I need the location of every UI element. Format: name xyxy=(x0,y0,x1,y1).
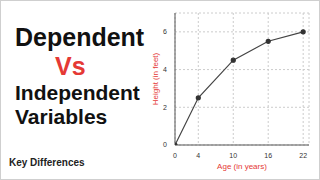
html-text:Key Differences: Key Differences xyxy=(9,157,85,168)
svg-text:Age (in years): Age (in years) xyxy=(217,162,267,171)
svg-text:10: 10 xyxy=(229,152,237,159)
svg-text:16: 16 xyxy=(264,152,272,159)
svg-text:4: 4 xyxy=(196,152,200,159)
html-text:Variables: Variables xyxy=(15,104,108,128)
svg-text:0: 0 xyxy=(163,141,167,148)
svg-text:6: 6 xyxy=(163,28,167,35)
html-text:Dependent: Dependent xyxy=(15,23,145,51)
html-text:Independent: Independent xyxy=(15,80,140,104)
svg-text:0: 0 xyxy=(173,152,177,159)
html-text:Vs: Vs xyxy=(55,51,86,80)
svg-text:2: 2 xyxy=(163,104,167,111)
svg-text:4: 4 xyxy=(163,66,167,73)
svg-text:Height (in feet): Height (in feet) xyxy=(151,52,160,105)
svg-text:22: 22 xyxy=(299,152,307,159)
